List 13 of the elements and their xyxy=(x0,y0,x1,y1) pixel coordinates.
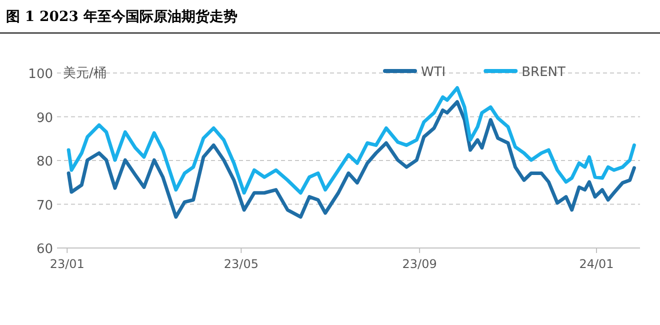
legend-label: BRENT xyxy=(522,65,566,80)
x-tick-label: 23/05 xyxy=(224,257,258,271)
x-tick-label: 24/01 xyxy=(579,257,614,271)
y-tick-label: 60 xyxy=(36,242,53,257)
x-tick-label: 23/01 xyxy=(50,257,84,271)
chart-title: 图 1 2023 年至今国际原油期货走势 xyxy=(6,9,238,25)
y-tick-label: 80 xyxy=(36,154,53,170)
x-tick-label: 23/09 xyxy=(402,257,437,271)
y-tick-label: 70 xyxy=(36,198,53,214)
y-axis-title: 美元/桶 xyxy=(63,65,106,81)
y-tick-label: 100 xyxy=(28,67,53,82)
y-tick-label: 90 xyxy=(36,110,53,126)
legend-label: WTI xyxy=(421,65,446,80)
